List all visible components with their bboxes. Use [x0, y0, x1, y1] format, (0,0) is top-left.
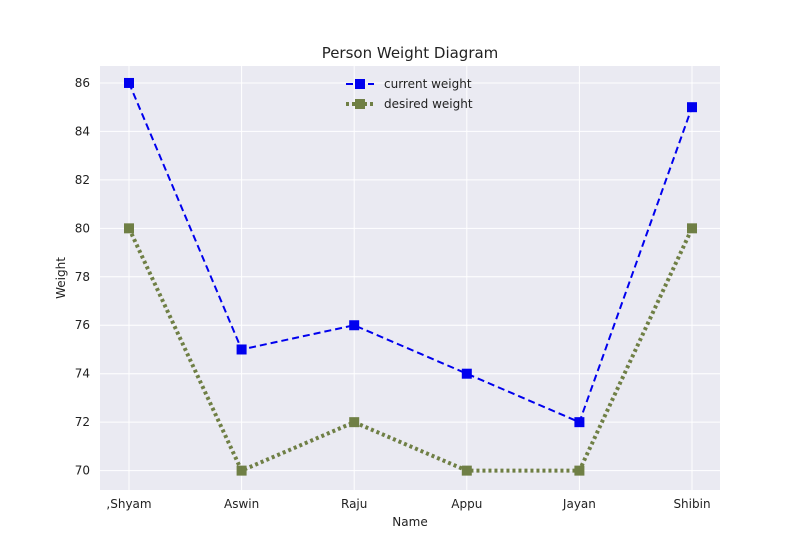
series-lines: [124, 77, 697, 476]
y-tick-label: 74: [75, 367, 90, 381]
series-0-marker: [236, 344, 247, 355]
y-tick-label: 76: [75, 318, 90, 332]
legend-label: current weight: [384, 77, 472, 91]
y-axis-label: Weight: [54, 257, 68, 299]
series-1-marker: [461, 465, 472, 476]
y-tick-label: 84: [75, 124, 90, 138]
x-axis-ticks: ,Shyam Aswin Raju Appu Jayan Shibin: [106, 497, 710, 511]
series-0-marker: [461, 368, 472, 379]
y-tick-label: 78: [75, 270, 90, 284]
x-tick-label: Shibin: [673, 497, 710, 511]
legend-label: desired weight: [384, 97, 473, 111]
legend-marker-1: [355, 99, 365, 109]
series-1-marker: [687, 223, 697, 234]
series-0-marker: [349, 320, 360, 331]
series-1-marker: [574, 465, 585, 476]
series-1-marker: [124, 223, 134, 234]
y-tick-label: 86: [75, 76, 90, 90]
series-1-marker: [236, 465, 247, 476]
series-1-marker: [349, 417, 360, 428]
x-tick-label: Jayan: [562, 497, 596, 511]
y-tick-label: 80: [75, 221, 90, 235]
legend-marker-0: [355, 79, 365, 89]
series-0-marker: [574, 417, 585, 428]
x-tick-label: Raju: [341, 497, 367, 511]
chart-title: Person Weight Diagram: [322, 44, 499, 62]
x-tick-label: ,Shyam: [106, 497, 151, 511]
y-axis-ticks: 70 72 74 76 78 80 82 84 86: [75, 76, 90, 478]
series-line-0: [128, 82, 693, 424]
series-0-marker: [687, 102, 697, 113]
y-tick-label: 72: [75, 415, 90, 429]
series-line-1: [127, 227, 694, 474]
series-0-marker: [124, 77, 134, 88]
x-tick-label: Appu: [451, 497, 482, 511]
x-axis-label: Name: [392, 515, 427, 529]
legend: current weight desired weight: [346, 77, 473, 111]
plot-area: [100, 66, 720, 490]
x-tick-label: Aswin: [224, 497, 259, 511]
y-tick-label: 82: [75, 173, 90, 187]
y-tick-label: 70: [75, 464, 90, 478]
